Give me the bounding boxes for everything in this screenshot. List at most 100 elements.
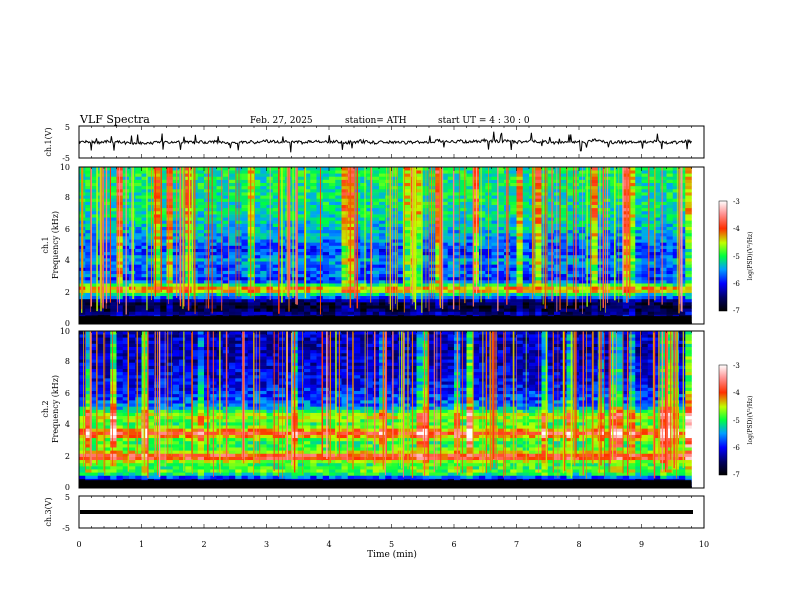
spectrogram-cell	[235, 167, 242, 171]
spectrogram-cell	[516, 170, 524, 174]
spectrogram-cell	[135, 179, 142, 183]
spectrogram-cell	[204, 232, 211, 237]
spectrogram-cell	[335, 173, 342, 177]
spectrogram-cell	[547, 170, 555, 174]
spectrogram-cell	[560, 242, 567, 246]
spectrogram-cell	[204, 210, 211, 215]
spectrogram-cell	[272, 280, 280, 284]
spectrogram-cell	[510, 295, 517, 300]
spectrogram-cell	[272, 298, 280, 303]
spectrogram-cell	[522, 185, 530, 190]
spectrogram-cell	[597, 236, 605, 240]
spectrogram-cell	[272, 188, 280, 193]
spectrogram-cell	[360, 239, 367, 243]
spectrogram-cell	[522, 229, 530, 234]
spectrogram-cell	[372, 276, 380, 281]
spectrogram-cell	[585, 308, 592, 312]
spectrogram-cell	[172, 223, 180, 227]
spectrogram-cell	[554, 251, 561, 256]
spectrogram-cell	[510, 254, 517, 259]
spectrogram-cell	[366, 280, 374, 284]
spectrogram-cell	[222, 261, 230, 265]
spectrogram-cell	[522, 264, 530, 268]
spectrogram-cell	[685, 176, 692, 180]
spectrogram-cell	[135, 223, 142, 227]
spectrogram-cell	[597, 198, 605, 202]
spectrogram-cell	[560, 280, 567, 284]
spectrogram-cell	[435, 201, 442, 205]
spectrogram-cell	[241, 251, 249, 256]
spectrogram-cell	[379, 295, 386, 300]
spectrogram-cell	[560, 283, 567, 287]
spectrogram-cell	[154, 270, 161, 275]
spectrogram-cell	[522, 201, 530, 205]
spectrogram-cell	[597, 283, 605, 287]
spectrogram-cell	[147, 214, 155, 218]
spectrogram-cell	[672, 273, 680, 278]
spectrogram-cell	[360, 232, 367, 237]
spectrogram-cell	[172, 220, 180, 224]
spectrogram-cell	[110, 261, 117, 265]
spectrogram-cell	[510, 248, 517, 253]
spectrogram-cell	[591, 289, 599, 293]
spectrogram-cell	[254, 239, 261, 243]
spectrogram-cell	[535, 286, 542, 290]
spectrogram-cell	[160, 276, 167, 281]
spectrogram-cell	[466, 198, 474, 202]
spectrogram-cell	[147, 232, 155, 237]
spectrogram-cell	[216, 286, 224, 290]
spectrogram-cell	[179, 286, 186, 290]
spectrogram-cell	[529, 311, 536, 315]
spectrogram-cell	[560, 239, 567, 243]
spectrogram-cell	[460, 223, 467, 227]
spectrogram-cell	[91, 173, 99, 177]
spectrogram-cell	[679, 311, 686, 315]
spectrogram-cell	[672, 258, 680, 262]
spectrogram-cell	[310, 188, 317, 193]
spectrogram-cell	[229, 229, 236, 234]
spectrogram-cell	[610, 176, 617, 180]
spectrogram-cell	[91, 223, 99, 227]
spectrogram-cell	[466, 302, 474, 306]
spectrogram-cell	[372, 292, 380, 297]
spectrogram-cell	[447, 192, 455, 196]
spectrogram-cell	[147, 280, 155, 284]
spectrogram-cell	[204, 254, 211, 259]
spectrogram-cell	[441, 242, 449, 246]
spectrogram-cell	[216, 302, 224, 306]
spectrogram-cell	[322, 182, 330, 187]
spectrogram-cell	[672, 264, 680, 268]
spectrogram-cell	[104, 201, 111, 205]
spectrogram-cell	[516, 217, 524, 221]
spectrogram-cell	[597, 217, 605, 221]
spectrogram-cell	[666, 267, 674, 271]
spectrogram-cell	[241, 305, 249, 309]
spectrogram-cell	[647, 239, 655, 243]
spectrogram-cell	[366, 242, 374, 246]
spectrogram-cell	[272, 232, 280, 237]
spectrogram-cell	[416, 286, 424, 290]
spectrogram-cell	[372, 258, 380, 262]
spectrogram-cell	[510, 236, 517, 240]
spectrogram-cell	[216, 270, 224, 275]
spectrogram-cell	[666, 179, 674, 183]
spectrogram-cell	[229, 245, 236, 249]
spectrogram-cell	[560, 251, 567, 256]
spectrogram-cell	[635, 214, 642, 218]
spectrogram-cell	[554, 245, 561, 249]
spectrogram-cell	[179, 305, 186, 309]
spectrogram-cell	[479, 167, 486, 171]
spectrogram-cell	[216, 210, 224, 215]
spectrogram-cell	[635, 179, 642, 183]
spectrogram-cell	[566, 283, 574, 287]
spectrogram-cell	[204, 214, 211, 218]
spectrogram-cell	[141, 239, 149, 243]
spectrogram-cell	[166, 176, 174, 180]
spectrogram-cell	[222, 167, 230, 171]
spectrogram-cell	[366, 204, 374, 209]
spectrogram-cell	[372, 267, 380, 271]
spectrogram-cell	[297, 167, 305, 171]
spectrogram-cell	[641, 185, 649, 190]
spectrogram-cell	[585, 226, 592, 231]
spectrogram-cell	[229, 289, 236, 293]
